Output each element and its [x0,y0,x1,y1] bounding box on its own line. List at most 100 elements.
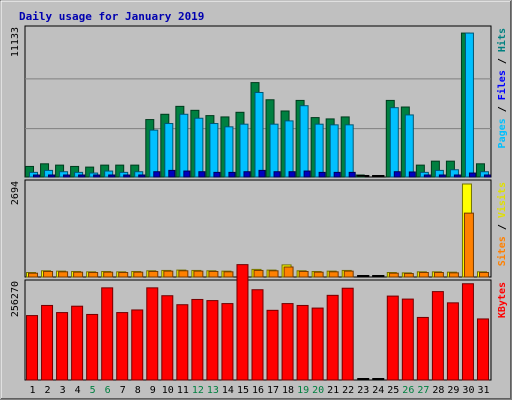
bar-kbytes-day-7 [116,312,129,381]
bar-sites-day-30 [463,212,474,278]
bar-files-day-14 [224,126,234,178]
bar-files-day-26 [404,114,414,178]
panel-sites-visits: 2694 Sites / Visits [10,179,508,278]
x-tick-label: 22 [342,385,354,396]
panel-kbytes: 256270 KBytes [10,264,508,381]
bar-kbytes-day-14 [221,303,234,381]
bar-files-day-22 [344,124,354,178]
bar-pages-day-18 [288,171,296,178]
bar-pages-day-17 [273,171,281,178]
bar-files-day-30 [464,32,474,178]
x-tick-label: 27 [417,385,429,396]
bar-kbytes-day-4 [71,305,84,381]
bar-kbytes-day-6 [101,287,114,381]
bar-pages-day-16 [258,169,266,178]
x-tick-label: 28 [432,385,444,396]
legend-sites: Sites [496,236,508,266]
x-tick-label: 5 [90,385,96,396]
bar-pages-day-13 [213,171,221,178]
bar-pages-day-2 [48,174,56,178]
bar-pages-day-8 [138,174,146,178]
chart-panels: 11133 Pages / Files / Hits 2694 Sites / Vis… [10,25,508,381]
x-tick-label: 29 [447,385,459,396]
bar-sites-day-17 [268,270,279,278]
bar-sites-day-25 [388,272,399,278]
bar-kbytes-day-5 [86,313,99,381]
x-tick-label: 7 [120,385,126,396]
chart-title: Daily usage for January 2019 [19,10,204,23]
bar-sites-day-27 [418,272,429,278]
x-tick-label: 10 [162,385,174,396]
bar-pages-day-20 [318,171,326,178]
bar-pages-day-6 [108,174,116,178]
bar-kbytes-day-26 [401,298,414,381]
empty-day-marker [372,378,385,380]
bar-kbytes-day-22 [341,287,354,381]
bar-sites-day-6 [103,271,114,278]
bar-sites-day-2 [43,270,54,278]
legend-separator: / [497,100,508,118]
bar-kbytes-day-9 [146,287,159,381]
bar-pages-day-25 [393,171,401,178]
x-tick-label: 19 [297,385,309,396]
bar-files-day-16 [254,91,264,178]
x-tick-label: 9 [150,385,156,396]
bar-kbytes-day-30 [461,283,474,381]
bar-pages-day-3 [63,174,71,178]
bar-sites-day-16 [253,269,264,278]
bar-sites-day-31 [478,272,489,278]
bar-kbytes-day-11 [176,304,189,381]
bar-sites-day-14 [223,271,234,278]
x-tick-label: 18 [282,385,294,396]
x-tick-label: 13 [207,385,219,396]
bar-kbytes-day-21 [326,294,339,381]
empty-day-marker [372,175,385,177]
bar-pages-day-5 [93,174,101,178]
bar-pages-day-4 [78,174,86,178]
bar-pages-day-7 [123,174,131,178]
x-tick-label: 11 [177,385,189,396]
x-tick-label: 15 [237,385,249,396]
empty-day-marker [372,275,385,277]
legend-hits: Hits [496,28,508,52]
bar-pages-day-29 [453,174,461,178]
legend-pages: Pages [497,118,508,148]
bar-kbytes-day-1 [26,315,39,381]
bar-pages-day-11 [183,170,191,178]
bar-sites-day-10 [163,270,174,278]
bar-sites-day-11 [178,270,189,278]
y-max-label: 2694 [10,181,21,205]
x-axis-labels: 1 2 3 4 5 6 7 8 9 10 11 12 13 14 15 16 17 18 19 20 21 22 23 24 2… [30,385,490,396]
bar-pages-day-15 [243,171,251,178]
x-tick-label: 25 [387,385,399,396]
x-tick-label: 17 [267,385,279,396]
x-tick-label: 24 [372,385,384,396]
bar-kbytes-day-12 [191,298,204,381]
bar-sites-day-9 [148,270,159,278]
bar-kbytes-day-17 [266,309,279,381]
bar-sites-day-4 [73,271,84,278]
bar-sites-day-3 [58,271,69,278]
bar-kbytes-day-10 [161,295,174,381]
bar-sites-day-18 [283,266,294,278]
series-legend: KBytes [497,282,508,318]
bar-sites-day-8 [133,271,144,278]
empty-day-marker [357,378,370,380]
bar-pages-day-10 [168,169,176,178]
bar-pages-day-27 [423,174,431,178]
bar-sites-day-12 [193,270,204,278]
empty-day-marker [357,275,370,277]
x-tick-label: 12 [192,385,204,396]
bar-pages-day-21 [333,171,341,178]
bar-pages-day-14 [228,171,236,178]
legend-visits: Visits [496,182,508,218]
x-tick-label: 21 [327,385,339,396]
bar-files-day-12 [194,117,204,178]
bar-sites-day-20 [313,271,324,278]
legend-separator: / [497,52,508,70]
bar-files-day-21 [329,124,339,178]
bar-kbytes-day-29 [446,302,459,381]
bar-kbytes-day-31 [476,318,489,381]
x-tick-label: 31 [477,385,489,396]
